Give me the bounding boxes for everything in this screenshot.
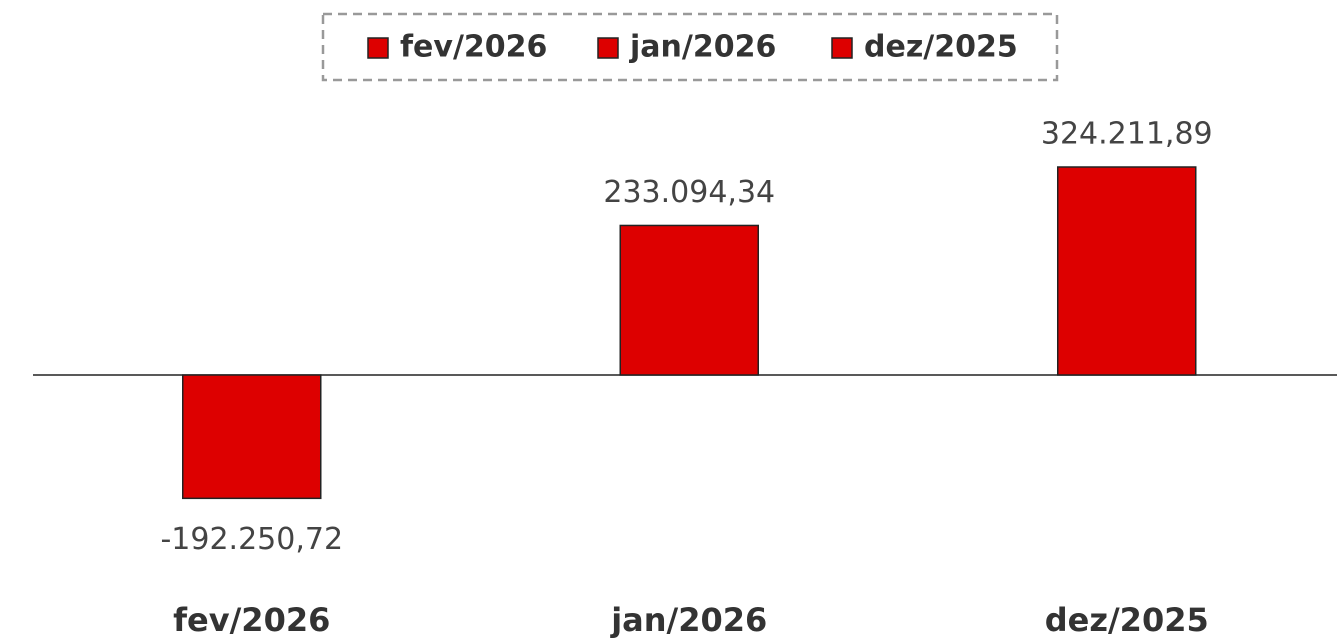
value-label: 324.211,89 xyxy=(1041,117,1213,152)
legend-box xyxy=(321,12,1059,82)
legend-swatch xyxy=(831,37,853,59)
value-label: 233.094,34 xyxy=(603,175,775,210)
bar xyxy=(1057,166,1197,376)
legend-label: dez/2025 xyxy=(864,30,1018,65)
bar xyxy=(619,224,759,376)
legend-label: jan/2026 xyxy=(629,30,776,65)
x-tick-label: jan/2026 xyxy=(609,601,767,639)
bar xyxy=(182,374,322,500)
x-tick-label: dez/2025 xyxy=(1045,601,1209,639)
legend-swatch xyxy=(367,37,389,59)
legend-swatch xyxy=(597,37,619,59)
legend-label: fev/2026 xyxy=(400,30,547,65)
x-tick-label: fev/2026 xyxy=(173,601,330,639)
value-label: -192.250,72 xyxy=(160,522,343,557)
